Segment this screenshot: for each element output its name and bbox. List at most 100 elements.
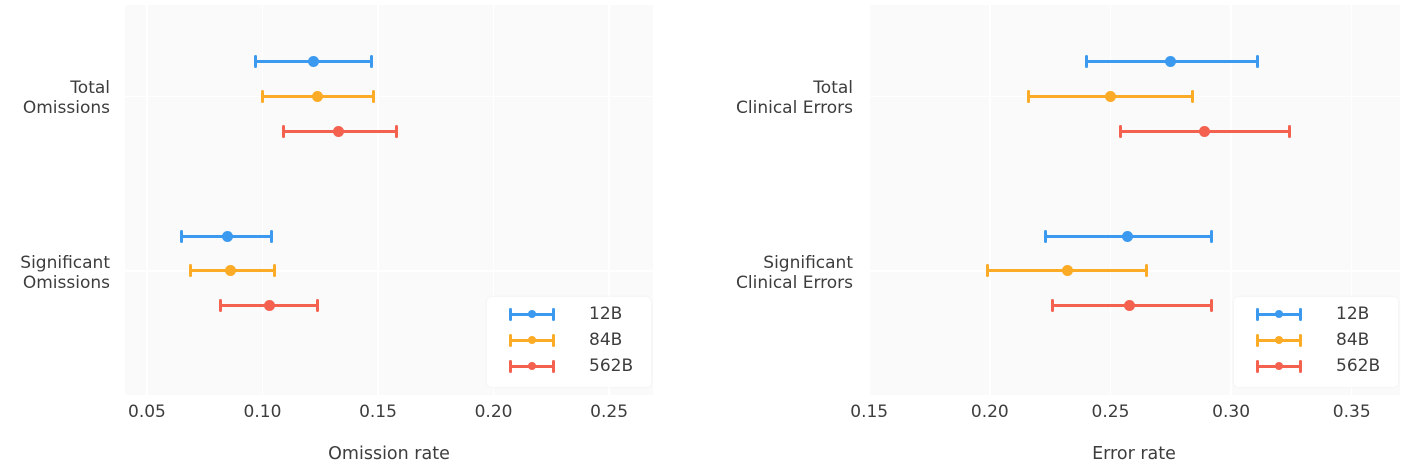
legend-errorbar-cap-right bbox=[1299, 359, 1302, 373]
y-category-label-line: Significant bbox=[763, 252, 853, 273]
legend-item: 562B bbox=[1256, 353, 1380, 379]
legend-errorbar-cap-left bbox=[509, 333, 512, 347]
error-bar-cap-left bbox=[254, 55, 258, 69]
x-gridline bbox=[146, 5, 148, 395]
error-bar-cap-left bbox=[1084, 55, 1088, 69]
x-tick-label: 0.15 bbox=[359, 402, 397, 422]
y-category-label-line: Omissions bbox=[22, 98, 110, 119]
error-bar-cap-left bbox=[281, 124, 285, 138]
x-tick-label: 0.25 bbox=[590, 402, 629, 422]
legend-errorbar-cap-right bbox=[1299, 333, 1302, 347]
legend-errorbar-icon bbox=[1256, 307, 1302, 321]
x-tick-label: 0.05 bbox=[128, 402, 166, 422]
error-bar-cap-right bbox=[395, 124, 398, 138]
x-gridline bbox=[868, 5, 870, 395]
y-category-label-line: Clinical Errors bbox=[736, 98, 853, 119]
legend-item-label: 84B bbox=[589, 330, 623, 350]
error-bar-cap-right bbox=[1256, 55, 1260, 69]
legend-item-label: 12B bbox=[1336, 304, 1370, 324]
x-gridline bbox=[608, 5, 610, 395]
legend-item: 84B bbox=[509, 327, 622, 353]
legend-errorbar-cap-right bbox=[552, 359, 555, 373]
x-gridline bbox=[1109, 5, 1112, 395]
x-gridline bbox=[1230, 5, 1232, 395]
x-gridline bbox=[1350, 5, 1353, 395]
legend-errorbar-cap-right bbox=[552, 333, 555, 347]
point-estimate-dot bbox=[333, 125, 345, 137]
point-estimate-dot bbox=[1121, 230, 1133, 242]
x-axis-title: Error rate bbox=[1092, 444, 1176, 464]
y-gridline bbox=[125, 270, 653, 272]
error-bar-cap-left bbox=[1026, 89, 1030, 103]
x-gridline bbox=[492, 5, 495, 395]
error-bar-cap-left bbox=[180, 229, 184, 243]
legend-item: 562B bbox=[509, 353, 633, 379]
x-axis-title: Omission rate bbox=[328, 444, 450, 464]
y-gridline bbox=[125, 95, 653, 98]
error-bar-cap-right bbox=[316, 298, 320, 312]
legend-errorbar-dot bbox=[528, 362, 536, 370]
legend-errorbar-icon bbox=[509, 359, 555, 373]
error-bar-cap-right bbox=[1287, 124, 1291, 138]
error-bar-cap-right bbox=[1210, 229, 1214, 243]
legend-errorbar-icon bbox=[509, 307, 555, 321]
point-estimate-dot bbox=[1104, 90, 1116, 102]
y-category-label: Total Omissions bbox=[0, 78, 110, 118]
x-tick-label: 0.20 bbox=[474, 402, 513, 422]
legend: 12B 84B 562B bbox=[487, 297, 651, 387]
legend-errorbar-cap-left bbox=[1256, 359, 1259, 373]
legend-errorbar-dot bbox=[1275, 336, 1283, 344]
legend: 12B 84B 562B bbox=[1234, 297, 1398, 387]
legend-errorbar-icon bbox=[509, 333, 555, 347]
legend-errorbar-dot bbox=[1275, 310, 1283, 318]
error-bar-cap-right bbox=[371, 89, 375, 103]
legend-item-label: 562B bbox=[1336, 356, 1381, 376]
legend-errorbar-cap-left bbox=[1256, 307, 1259, 321]
y-category-label-line: Clinical Errors bbox=[736, 272, 853, 293]
y-category-label-line: Significant bbox=[20, 252, 110, 273]
error-bar-cap-left bbox=[260, 89, 264, 103]
error-bar-cap-right bbox=[1191, 89, 1194, 103]
x-tick-label: 0.15 bbox=[850, 402, 889, 422]
error-bar-cap-left bbox=[219, 298, 223, 312]
y-category-label: Significant Clinical Errors bbox=[0, 253, 853, 293]
error-bar-cap-left bbox=[985, 264, 989, 278]
x-tick-label: 0.35 bbox=[1332, 402, 1371, 422]
legend-item-label: 12B bbox=[589, 304, 623, 324]
legend-errorbar-dot bbox=[1275, 362, 1283, 370]
x-gridline bbox=[261, 5, 264, 395]
legend-errorbar-cap-left bbox=[1256, 333, 1259, 347]
legend-item: 12B bbox=[1256, 301, 1369, 327]
y-category-label: Significant Omissions bbox=[0, 253, 110, 293]
point-estimate-dot bbox=[307, 56, 319, 68]
point-estimate-dot bbox=[1199, 125, 1211, 137]
legend-errorbar-icon bbox=[1256, 359, 1302, 373]
legend-errorbar-dot bbox=[528, 310, 536, 318]
y-category-label-line: Total bbox=[70, 78, 110, 99]
error-bar-cap-right bbox=[272, 264, 276, 278]
error-bar-cap-left bbox=[1051, 298, 1055, 312]
legend-errorbar-cap-right bbox=[1299, 307, 1302, 321]
point-estimate-dot bbox=[1165, 56, 1177, 68]
error-bar-cap-right bbox=[1210, 298, 1214, 312]
error-bar-cap-left bbox=[1118, 124, 1122, 138]
error-bar-cap-right bbox=[1145, 264, 1149, 278]
legend-item: 84B bbox=[1256, 327, 1369, 353]
y-category-label-line: Total bbox=[813, 78, 853, 99]
y-category-label-line: Omissions bbox=[22, 272, 110, 293]
point-estimate-dot bbox=[1061, 265, 1073, 277]
legend-errorbar-cap-left bbox=[509, 359, 512, 373]
legend-item: 12B bbox=[509, 301, 622, 327]
legend-errorbar-icon bbox=[1256, 333, 1302, 347]
point-estimate-dot bbox=[224, 265, 236, 277]
x-tick-label: 0.20 bbox=[970, 402, 1009, 422]
point-estimate-dot bbox=[222, 230, 234, 242]
error-bar-cap-right bbox=[270, 229, 274, 243]
legend-errorbar-cap-right bbox=[552, 307, 555, 321]
y-category-label: Total Clinical Errors bbox=[0, 78, 853, 118]
legend-errorbar-cap-left bbox=[509, 307, 512, 321]
error-bar-cap-right bbox=[369, 55, 373, 69]
